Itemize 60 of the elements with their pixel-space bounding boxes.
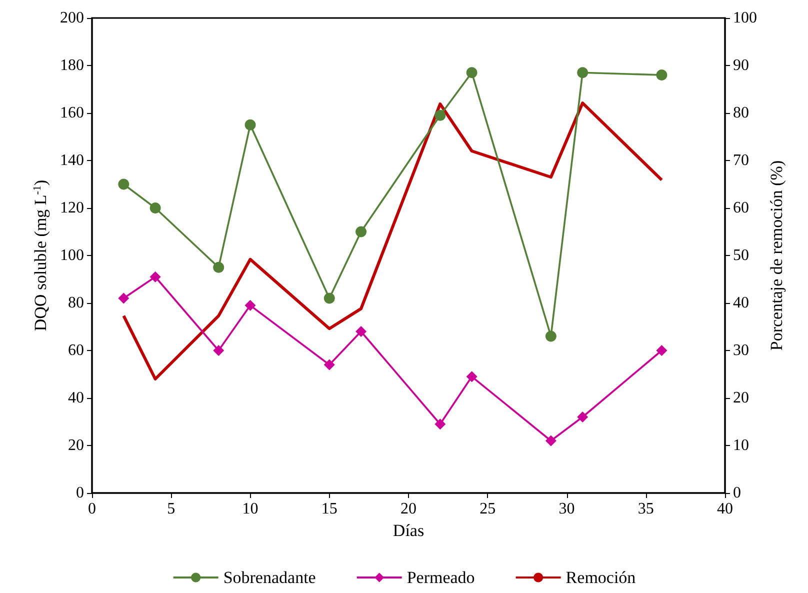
y-tick-label: 0 bbox=[76, 484, 84, 502]
point bbox=[244, 300, 256, 311]
point bbox=[577, 412, 588, 422]
point bbox=[150, 202, 161, 214]
y2-tick-label: 10 bbox=[733, 437, 749, 454]
y-tick-label: 180 bbox=[60, 57, 84, 74]
point bbox=[213, 262, 224, 273]
x-tick-label: 40 bbox=[717, 500, 733, 518]
x-axis-title: Días bbox=[392, 520, 424, 540]
y2-tick-label: 80 bbox=[733, 104, 749, 122]
y-tick-label: 80 bbox=[68, 294, 84, 312]
x-tick-label: 20 bbox=[400, 500, 416, 518]
point bbox=[466, 67, 478, 78]
y2-tick-label: 50 bbox=[733, 247, 749, 264]
y2-tick-label: 60 bbox=[733, 200, 749, 216]
point bbox=[324, 359, 335, 370]
point bbox=[118, 178, 130, 190]
point bbox=[656, 70, 668, 80]
y2-tick-label: 30 bbox=[733, 342, 749, 359]
y-tick-label: 60 bbox=[68, 342, 84, 359]
x-tick-label: 30 bbox=[558, 500, 575, 518]
x-tick-label: 15 bbox=[321, 500, 338, 518]
y-tick-label: 160 bbox=[60, 104, 84, 122]
y2-tick-label: 0 bbox=[733, 484, 741, 502]
point bbox=[656, 345, 668, 356]
y2-axis-title: Porcentaje de remoción (%) bbox=[766, 160, 786, 351]
y2-tick-label: 20 bbox=[733, 390, 749, 406]
point bbox=[356, 326, 367, 337]
x-tick-label: 5 bbox=[167, 500, 176, 518]
legend-label: Sobrenadante bbox=[223, 568, 316, 587]
point bbox=[434, 418, 446, 430]
point bbox=[545, 330, 556, 342]
y-tick-label: 200 bbox=[60, 10, 84, 26]
legend-label: Permeado bbox=[406, 568, 475, 587]
point bbox=[356, 226, 367, 238]
point bbox=[545, 435, 556, 446]
point bbox=[213, 345, 224, 356]
y-tick-label: 120 bbox=[60, 200, 84, 216]
point bbox=[150, 271, 161, 282]
x-tick-label: 25 bbox=[480, 500, 496, 518]
y-axis-title: DQO soluble (mg L-1) bbox=[31, 180, 50, 332]
x-tick-label: 10 bbox=[242, 500, 258, 518]
y2-tick-label: 70 bbox=[733, 152, 749, 169]
y2-tick-label: 90 bbox=[733, 57, 749, 74]
y2-tick-label: 40 bbox=[733, 294, 749, 312]
y-tick-label: 20 bbox=[68, 437, 84, 454]
point bbox=[466, 371, 478, 382]
y-tick-label: 100 bbox=[60, 247, 84, 264]
x-tick-label: 0 bbox=[88, 500, 96, 518]
y-tick-label: 40 bbox=[68, 390, 84, 406]
line-series bbox=[122, 102, 664, 380]
point bbox=[324, 292, 335, 304]
legend-label: Remoción bbox=[566, 568, 636, 587]
point bbox=[118, 292, 130, 304]
y2-tick-label: 100 bbox=[733, 10, 757, 26]
x-tick-label: 35 bbox=[638, 500, 654, 518]
point bbox=[577, 67, 588, 78]
point bbox=[244, 119, 256, 130]
point bbox=[434, 110, 446, 121]
y-tick-label: 140 bbox=[60, 152, 84, 169]
